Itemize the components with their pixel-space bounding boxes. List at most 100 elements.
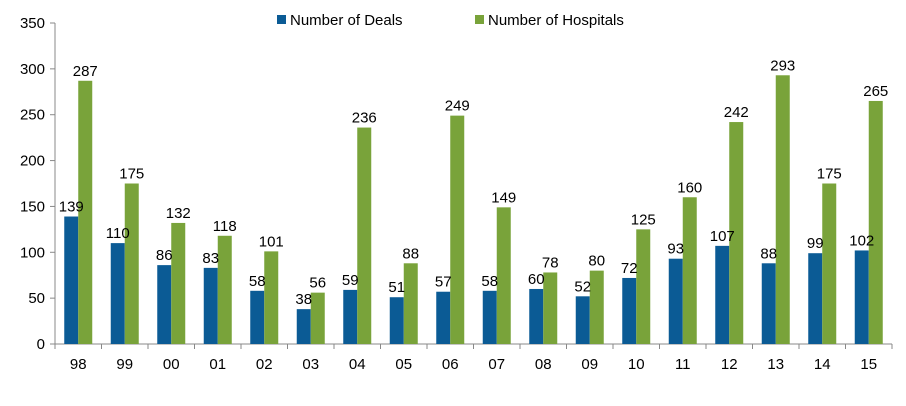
- bar-deals: [854, 250, 869, 344]
- x-tick-label: 05: [395, 356, 412, 373]
- bar-deals: [761, 263, 776, 344]
- bar-hospitals: [868, 100, 883, 344]
- bar-hospitals: [310, 292, 325, 344]
- x-tick-label: 09: [581, 356, 598, 373]
- data-labels: 139 110 86 83 58 38 59 51 57 58 60 52 72 93 107 88 99 102…: [59, 57, 889, 308]
- x-tick-label: 14: [814, 356, 831, 373]
- data-label-deals: 52: [574, 278, 591, 295]
- x-tick-label: 00: [163, 356, 180, 373]
- y-axis: 0 50 100 150 200 250 300 350: [20, 15, 56, 353]
- legend-label-deals: Number of Deals: [290, 12, 403, 29]
- y-tick-label: 200: [20, 153, 45, 170]
- bar-deals: [157, 265, 172, 344]
- bar-deals: [296, 309, 311, 344]
- y-tick-label: 300: [20, 61, 45, 78]
- data-label-hospitals: 149: [491, 189, 516, 206]
- data-label-hospitals: 78: [542, 254, 559, 271]
- legend-swatch-hospitals: [475, 15, 484, 24]
- data-label-hospitals: 236: [352, 110, 377, 127]
- bar-deals: [343, 289, 358, 344]
- bar-deals: [110, 243, 125, 344]
- data-label-deals: 93: [667, 241, 684, 258]
- data-label-deals: 83: [202, 250, 219, 267]
- bar-deals: [808, 253, 823, 344]
- data-label-deals: 38: [295, 291, 312, 308]
- bar-hospitals: [543, 272, 558, 344]
- data-label-hospitals: 242: [724, 104, 749, 121]
- bar-hospitals: [171, 222, 186, 344]
- data-label-hospitals: 101: [259, 233, 284, 250]
- bar-hospitals: [589, 270, 604, 344]
- data-label-hospitals: 125: [631, 211, 656, 228]
- bar-deals: [715, 245, 730, 344]
- bars: [64, 75, 883, 345]
- data-label-hospitals: 287: [73, 63, 98, 80]
- y-tick-label: 0: [37, 336, 45, 353]
- bar-hospitals: [450, 115, 465, 344]
- bar-hospitals: [636, 229, 651, 344]
- x-tick-label: 04: [349, 356, 366, 373]
- data-label-deals: 88: [760, 245, 777, 262]
- data-label-deals: 102: [849, 232, 874, 249]
- x-tick-label: 01: [209, 356, 226, 373]
- bar-hospitals: [264, 251, 279, 344]
- data-label-deals: 51: [388, 279, 405, 296]
- legend: Number of Deals Number of Hospitals: [277, 12, 624, 29]
- data-label-hospitals: 88: [402, 245, 419, 262]
- data-label-deals: 58: [249, 273, 266, 290]
- legend-swatch-deals: [277, 15, 286, 24]
- x-tick-label: 13: [767, 356, 784, 373]
- x-tick-label: 06: [442, 356, 459, 373]
- bar-deals: [622, 277, 637, 344]
- x-tick-label: 02: [256, 356, 273, 373]
- data-label-deals: 107: [710, 228, 735, 245]
- data-label-deals: 99: [807, 235, 824, 252]
- data-label-hospitals: 56: [309, 275, 326, 292]
- bar-deals: [482, 290, 497, 344]
- x-tick-label: 15: [860, 356, 877, 373]
- data-label-hospitals: 265: [863, 83, 888, 100]
- bar-deals: [668, 258, 683, 344]
- x-tick-label: 10: [628, 356, 645, 373]
- bar-hospitals: [78, 80, 93, 344]
- bar-hospitals: [775, 75, 790, 344]
- data-label-deals: 60: [528, 271, 545, 288]
- x-axis: 98 99 00 01 02 03 04 05 06 07 08 09 10 11 12 13 14 15: [54, 343, 893, 373]
- y-tick-label: 350: [20, 15, 45, 32]
- data-label-deals: 72: [621, 260, 638, 277]
- x-tick-label: 11: [675, 356, 691, 373]
- bar-deals: [389, 297, 404, 344]
- x-tick-label: 98: [70, 356, 87, 373]
- legend-label-hospitals: Number of Hospitals: [488, 12, 624, 29]
- bar-hospitals: [357, 127, 372, 344]
- data-label-hospitals: 293: [770, 57, 795, 74]
- bar-hospitals: [682, 197, 697, 344]
- bar-hospitals: [729, 122, 744, 345]
- y-tick-label: 250: [20, 107, 45, 124]
- data-label-deals: 86: [156, 247, 173, 264]
- bar-hospitals: [496, 207, 511, 344]
- y-tick-label: 150: [20, 198, 45, 215]
- x-tick-label: 07: [488, 356, 505, 373]
- data-label-hospitals: 132: [166, 205, 191, 222]
- x-tick-label: 99: [116, 356, 133, 373]
- data-label-deals: 59: [342, 272, 359, 289]
- data-label-hospitals: 249: [445, 98, 470, 115]
- data-label-hospitals: 175: [119, 166, 144, 183]
- data-label-hospitals: 80: [588, 253, 605, 270]
- data-label-deals: 139: [59, 199, 84, 216]
- x-tick-label: 03: [302, 356, 319, 373]
- bar-deals: [250, 290, 265, 344]
- bar-hospitals: [217, 235, 232, 344]
- bar-deals: [203, 267, 218, 344]
- bar-deals: [64, 216, 79, 344]
- data-label-deals: 58: [481, 273, 498, 290]
- y-tick-label: 50: [28, 290, 45, 307]
- bar-deals: [575, 296, 590, 344]
- bar-deals: [436, 291, 451, 344]
- data-label-deals: 57: [435, 274, 452, 291]
- bar-deals: [529, 288, 544, 344]
- data-label-hospitals: 160: [677, 179, 702, 196]
- bar-hospitals: [124, 183, 139, 344]
